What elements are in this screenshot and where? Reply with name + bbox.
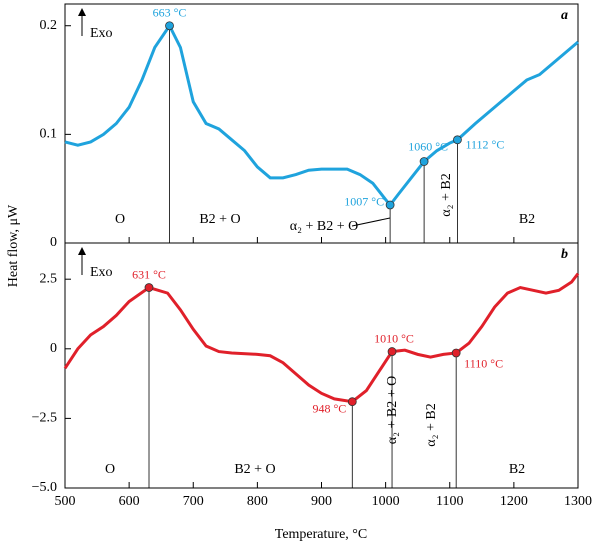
line-series bbox=[63, 272, 580, 404]
point-label: 1060 °C bbox=[408, 139, 448, 153]
phase-label: α₂ + B2 bbox=[424, 403, 439, 446]
point-label: 1112 °C bbox=[465, 138, 504, 152]
point-label: 1110 °C bbox=[464, 357, 503, 371]
point bbox=[387, 347, 397, 356]
point-label: 663 °C bbox=[153, 5, 187, 19]
exo-arrowhead bbox=[78, 247, 86, 255]
x-axis-label: Temperature, °C bbox=[275, 527, 367, 542]
point-label: 948 °C bbox=[312, 401, 346, 415]
leader-line bbox=[351, 217, 391, 227]
x-tick-label: 1300 bbox=[564, 494, 592, 509]
phase-label: O bbox=[115, 212, 125, 227]
y-tick-label: 0 bbox=[50, 341, 57, 356]
x-tick-label: 1200 bbox=[500, 494, 528, 509]
y-tick-label: 2.5 bbox=[40, 271, 58, 286]
phase-label: B2 + O bbox=[234, 462, 275, 477]
phase-label: B2 bbox=[519, 212, 535, 227]
y-tick-label: 0.1 bbox=[40, 127, 58, 142]
phase-label: B2 bbox=[509, 462, 525, 477]
point-label: 1010 °C bbox=[374, 331, 414, 345]
x-tick-label: 500 bbox=[55, 494, 76, 509]
point bbox=[165, 21, 174, 31]
x-tick-label: 1100 bbox=[436, 494, 463, 509]
x-tick-label: 900 bbox=[311, 494, 332, 509]
panel-letter: a bbox=[561, 8, 568, 23]
point bbox=[347, 397, 357, 407]
phase-label: α₂ + B2 + O bbox=[290, 219, 358, 234]
x-tick-label: 800 bbox=[247, 494, 268, 509]
point bbox=[451, 348, 461, 358]
x-tick-label: 1000 bbox=[372, 494, 400, 509]
y-tick-label: −2.5 bbox=[32, 411, 57, 426]
y-axis-label: Heat flow, μW bbox=[6, 204, 21, 287]
phase-label: B2 + O bbox=[199, 212, 240, 227]
panel-letter: b bbox=[561, 247, 568, 262]
x-tick-label: 700 bbox=[183, 494, 204, 509]
y-tick-label: 0.2 bbox=[40, 18, 58, 33]
phase-label: O bbox=[105, 462, 115, 477]
point bbox=[385, 200, 395, 210]
point-label: 1007 °C bbox=[344, 195, 384, 209]
y-tick-label: 0 bbox=[50, 235, 57, 250]
point bbox=[419, 157, 429, 166]
line-series bbox=[64, 22, 579, 208]
phase-label: α₂ + B2 bbox=[439, 173, 454, 216]
plot-frame bbox=[64, 3, 579, 244]
annotation: Exo bbox=[90, 26, 113, 41]
phase-label: α₂ + B2 + O bbox=[385, 376, 400, 444]
point bbox=[453, 135, 462, 145]
point bbox=[144, 283, 154, 292]
y-tick-label: −5.0 bbox=[32, 480, 57, 495]
x-tick-label: 600 bbox=[119, 494, 140, 509]
annotation: Exo bbox=[90, 265, 113, 280]
exo-arrowhead bbox=[78, 8, 86, 16]
point-label: 631 °C bbox=[132, 267, 166, 281]
